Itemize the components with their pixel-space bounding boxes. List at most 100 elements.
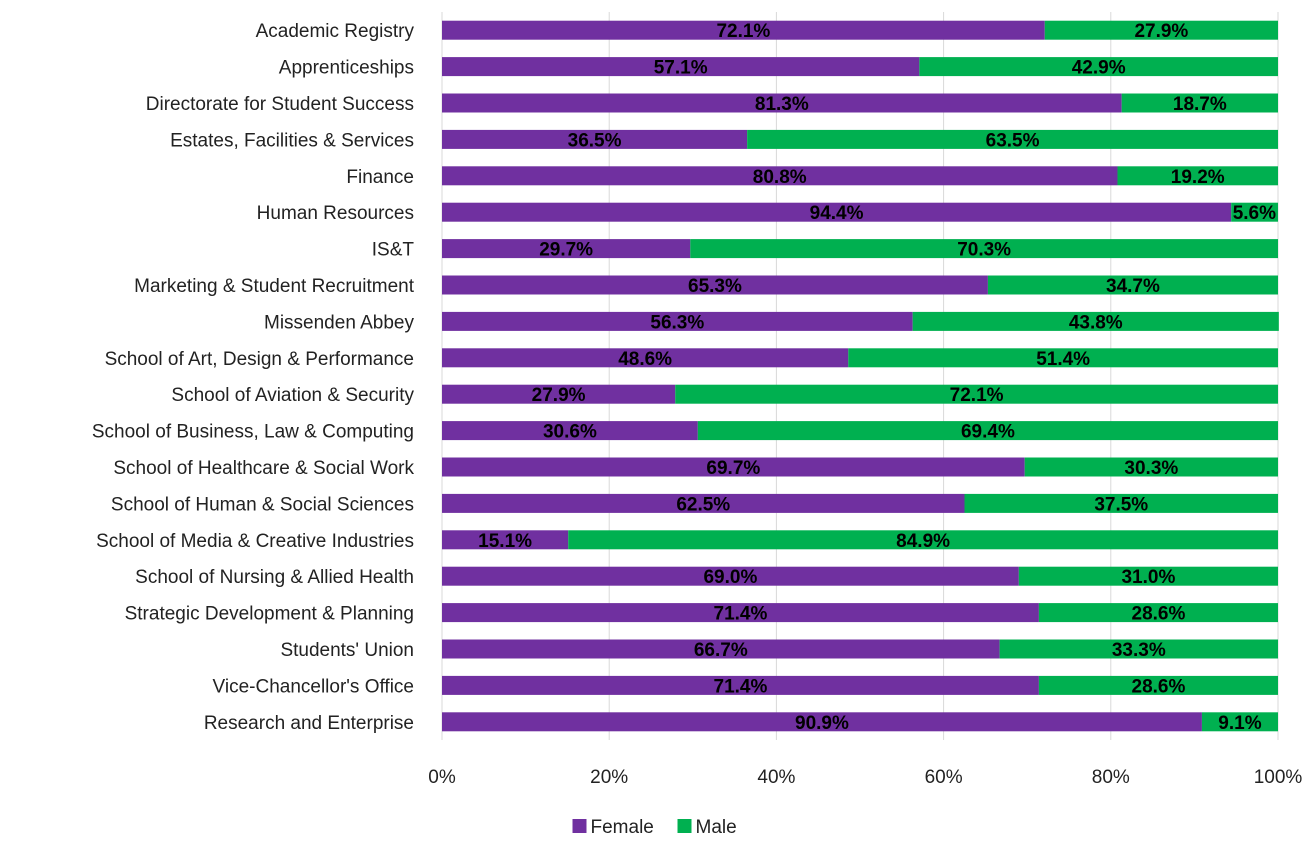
bar-female [442,603,1039,623]
bar-female [442,202,1232,222]
category-label: School of Human & Social Sciences [111,494,414,515]
data-label-male: 33.3% [1112,640,1166,661]
value-axis: 0% 20% 40% 60% 80% 100% [428,767,1302,788]
data-label-male: 70.3% [957,240,1011,261]
bar-female [442,566,1019,586]
data-label-female: 62.5% [676,494,730,515]
data-label-female: 57.1% [654,58,708,79]
bar-male [987,275,1278,295]
bar-male [690,239,1278,259]
legend: Female Male [572,817,737,838]
data-label-female: 71.4% [714,676,768,697]
bar-male [1044,20,1278,40]
bar-female [442,166,1118,186]
data-label-female: 48.6% [618,349,672,370]
bar-male [1201,712,1278,732]
data-label-female: 72.1% [716,21,770,42]
bar-male [1024,457,1278,477]
data-label-male: 63.5% [986,130,1040,151]
data-label-female: 69.0% [703,567,757,588]
category-label: Missenden Abbey [264,312,414,333]
data-label-male: 42.9% [1072,58,1126,79]
bar-male [747,129,1278,149]
category-label: School of Art, Design & Performance [105,349,414,370]
legend-label-female: Female [591,817,654,838]
category-label: School of Healthcare & Social Work [113,458,414,479]
category-label: Human Resources [257,203,414,224]
x-tick-label: 40% [757,767,795,788]
category-label: Academic Registry [256,21,415,42]
bar-female [442,675,1039,695]
data-label-male: 72.1% [950,385,1004,406]
bar-female [442,384,676,404]
data-label-female: 80.8% [753,167,807,188]
bar-female [442,129,748,149]
bar-female [442,93,1122,113]
category-label: Apprenticeships [279,58,414,79]
bar-female [442,348,849,368]
bar-female [442,712,1202,732]
data-label-male: 31.0% [1121,567,1175,588]
bar-female [442,57,920,77]
bar-male [912,311,1279,331]
bar-female [442,457,1025,477]
bar-male [1018,566,1278,586]
data-label-female: 71.4% [714,604,768,625]
bar-male [848,348,1278,368]
category-label: School of Nursing & Allied Health [135,567,414,588]
category-label: Strategic Development & Planning [125,604,414,625]
data-label-female: 69.7% [706,458,760,479]
data-label-male: 69.4% [961,422,1015,443]
data-label-male: 37.5% [1094,494,1148,515]
legend-label-male: Male [696,817,737,838]
x-tick-label: 100% [1254,767,1303,788]
bar-male [919,57,1278,77]
data-label-female: 81.3% [755,94,809,115]
bar-male [999,639,1278,659]
category-label: Students' Union [280,640,414,661]
data-label-female: 29.7% [539,240,593,261]
x-tick-label: 80% [1092,767,1130,788]
data-label-male: 5.6% [1233,203,1276,224]
data-label-male: 28.6% [1132,676,1186,697]
bar-female [442,493,965,513]
category-label: Research and Enterprise [204,713,414,734]
data-label-male: 28.6% [1132,604,1186,625]
bar-female [442,239,691,259]
data-label-male: 19.2% [1171,167,1225,188]
data-label-female: 94.4% [810,203,864,224]
bar-female [442,311,913,331]
bar-female [442,530,569,550]
category-label: Estates, Facilities & Services [170,130,414,151]
legend-swatch-female [572,819,587,833]
data-label-female: 90.9% [795,713,849,734]
gridlines [441,12,1279,740]
data-label-male: 9.1% [1218,713,1261,734]
bar-male [1121,93,1278,113]
data-label-female: 56.3% [650,312,704,333]
category-label: Marketing & Student Recruitment [134,276,415,297]
x-tick-label: 60% [925,767,963,788]
data-label-male: 30.3% [1124,458,1178,479]
x-tick-label: 20% [590,767,628,788]
bar-female [442,421,698,441]
bar-male [1117,166,1278,186]
data-labels: 72.1% 27.9% 57.1% 42.9% 81.3% 18.7% 36.5% 63.5%… [478,21,1276,734]
bar-male [675,384,1278,404]
category-axis: Academic Registry Apprenticeships Director… [92,21,415,734]
data-label-male: 18.7% [1173,94,1227,115]
data-label-male: 27.9% [1134,21,1188,42]
bar-male [568,530,1278,550]
bar-female [442,639,1000,659]
category-label: School of Aviation & Security [171,385,414,406]
category-label: IS&T [372,240,415,261]
bar-male [1231,202,1278,222]
bar-female [442,275,988,295]
bars [442,20,1279,732]
x-tick-label: 0% [428,767,456,788]
data-label-female: 15.1% [478,531,532,552]
category-label: Finance [346,167,414,188]
data-label-female: 27.9% [532,385,586,406]
